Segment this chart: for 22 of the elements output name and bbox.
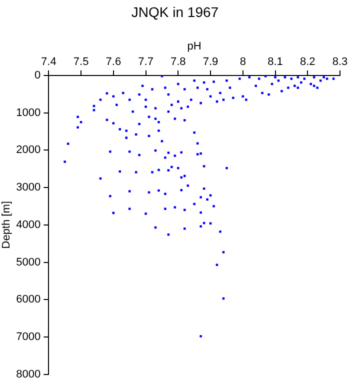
y-tick-label: 2000: [16, 144, 41, 156]
x-tick-label: 7.4: [41, 56, 56, 68]
y-axis-title: Depth [m]: [0, 201, 13, 249]
x-tick-label: 8.3: [332, 56, 348, 68]
y-tick-label: 0: [34, 69, 41, 82]
y-tick-label: 3000: [16, 182, 41, 194]
x-tick-label: 7.9: [202, 56, 218, 68]
x-tick-label: 7.6: [106, 56, 122, 68]
chart-title: JNQK in 1967: [130, 4, 220, 20]
x-tick-label: 7.8: [170, 56, 186, 68]
x-tick-label: 8: [240, 56, 246, 68]
y-tick-label: 8000: [16, 368, 41, 380]
y-tick-label: 1000: [16, 106, 41, 119]
x-tick-label: 8.2: [300, 56, 316, 68]
x-axis-title: pH: [187, 40, 202, 53]
y-tick-label: 7000: [16, 331, 41, 344]
y-tick-label: 5000: [16, 256, 41, 268]
x-tick-label: 7.7: [138, 56, 154, 68]
x-tick-label: 8.1: [268, 56, 283, 68]
y-tick-label: 4000: [16, 218, 41, 231]
x-tick-label: 7.5: [73, 56, 89, 68]
y-tick-label: 6000: [16, 294, 41, 306]
